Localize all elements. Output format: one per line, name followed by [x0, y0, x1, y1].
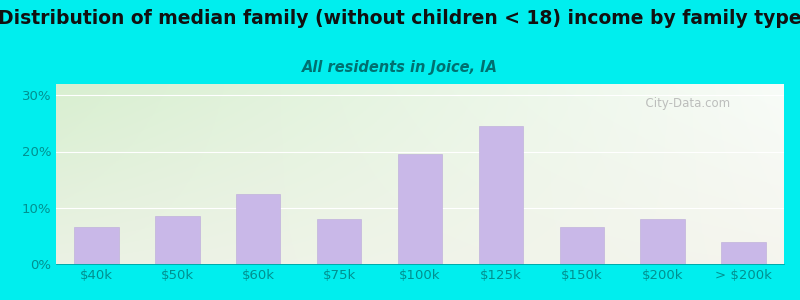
Bar [559, 227, 604, 264]
Text: Distribution of median family (without children < 18) income by family type: Distribution of median family (without c… [0, 9, 800, 28]
Bar [155, 216, 199, 264]
Text: All residents in Joice, IA: All residents in Joice, IA [302, 60, 498, 75]
Bar [478, 126, 523, 264]
Bar [74, 227, 118, 264]
Bar [398, 154, 442, 264]
Bar [722, 242, 766, 264]
Bar [236, 194, 281, 264]
Bar [641, 219, 685, 264]
Text: City-Data.com: City-Data.com [638, 97, 730, 110]
Bar [317, 219, 362, 264]
